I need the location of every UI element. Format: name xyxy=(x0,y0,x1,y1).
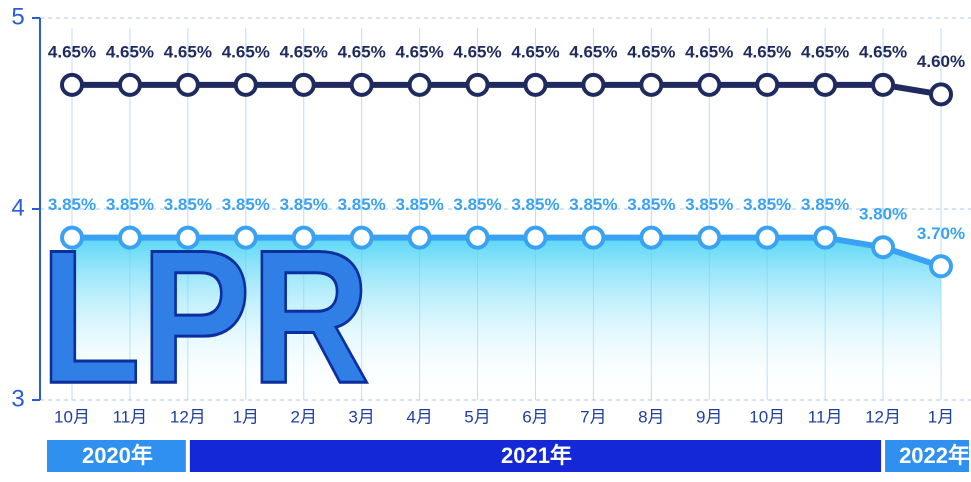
value-label: 4.65% xyxy=(801,42,849,61)
point xyxy=(757,75,777,95)
point xyxy=(352,228,372,248)
watermark: LPR xyxy=(40,211,370,423)
point xyxy=(815,228,835,248)
value-label: 4.65% xyxy=(743,42,791,61)
value-label: 4.65% xyxy=(569,42,617,61)
x-tick-label: 12月 xyxy=(170,407,206,426)
value-label: 4.65% xyxy=(627,42,675,61)
value-label: 4.65% xyxy=(685,42,733,61)
point xyxy=(294,228,314,248)
point xyxy=(873,237,893,257)
value-label: 4.65% xyxy=(338,42,386,61)
value-label: 3.85% xyxy=(395,195,443,214)
point xyxy=(178,228,198,248)
y-tick-label: 3 xyxy=(11,385,24,412)
point xyxy=(699,75,719,95)
x-tick-label: 11月 xyxy=(808,407,843,426)
x-tick-label: 9月 xyxy=(696,407,722,426)
x-tick-label: 3月 xyxy=(348,407,374,426)
value-label: 3.85% xyxy=(222,195,270,214)
point xyxy=(410,75,430,95)
value-label: 3.85% xyxy=(280,195,328,214)
x-tick-label: 6月 xyxy=(522,407,548,426)
point xyxy=(699,228,719,248)
point xyxy=(583,228,603,248)
value-label: 4.65% xyxy=(164,42,212,61)
x-tick-label: 1月 xyxy=(928,407,954,426)
value-label: 3.85% xyxy=(48,195,96,214)
value-label: 3.85% xyxy=(627,195,675,214)
value-label: 4.65% xyxy=(395,42,443,61)
value-label: 3.85% xyxy=(685,195,733,214)
point xyxy=(525,228,545,248)
point xyxy=(410,228,430,248)
point xyxy=(236,228,256,248)
x-tick-label: 12月 xyxy=(865,407,901,426)
point xyxy=(62,75,82,95)
x-tick-label: 10月 xyxy=(54,407,90,426)
year-label: 2021年 xyxy=(501,443,572,468)
value-label: 3.70% xyxy=(917,224,965,243)
point xyxy=(931,256,951,276)
point xyxy=(62,228,82,248)
point xyxy=(468,75,488,95)
value-label: 4.65% xyxy=(48,42,96,61)
x-tick-label: 11月 xyxy=(113,407,148,426)
value-label: 4.65% xyxy=(280,42,328,61)
value-label: 4.65% xyxy=(453,42,501,61)
x-tick-label: 10月 xyxy=(749,407,785,426)
point xyxy=(120,228,140,248)
point xyxy=(236,75,256,95)
point xyxy=(873,75,893,95)
point xyxy=(641,228,661,248)
point xyxy=(931,84,951,104)
value-label: 4.65% xyxy=(106,42,154,61)
value-label: 3.85% xyxy=(801,195,849,214)
point xyxy=(815,75,835,95)
value-label: 3.85% xyxy=(453,195,501,214)
y-tick-label: 4 xyxy=(11,194,24,221)
value-label: 4.65% xyxy=(511,42,559,61)
point xyxy=(178,75,198,95)
point xyxy=(120,75,140,95)
value-label: 4.60% xyxy=(917,52,965,71)
value-label: 3.85% xyxy=(569,195,617,214)
x-tick-label: 4月 xyxy=(406,407,432,426)
x-tick-label: 5月 xyxy=(464,407,490,426)
series-line xyxy=(72,85,941,95)
value-label: 3.85% xyxy=(338,195,386,214)
value-label: 3.85% xyxy=(106,195,154,214)
value-label: 3.85% xyxy=(164,195,212,214)
value-label: 4.65% xyxy=(859,42,907,61)
point xyxy=(294,75,314,95)
point xyxy=(468,228,488,248)
point xyxy=(352,75,372,95)
x-tick-label: 8月 xyxy=(638,407,664,426)
value-label: 4.65% xyxy=(222,42,270,61)
year-label: 2020年 xyxy=(82,443,153,468)
x-tick-label: 7月 xyxy=(580,407,606,426)
year-label: 2022年 xyxy=(899,443,970,468)
point xyxy=(757,228,777,248)
point xyxy=(583,75,603,95)
value-label: 3.80% xyxy=(859,205,907,224)
x-tick-label: 1月 xyxy=(233,407,259,426)
value-label: 3.85% xyxy=(743,195,791,214)
chart: 3 4 5 LPR 4.65% 4.65% 4.65% 4.65% 4.65% 4.65% 4.65… xyxy=(0,0,971,482)
y-tick-label: 5 xyxy=(11,3,24,30)
point xyxy=(525,75,545,95)
x-tick-label: 2月 xyxy=(290,407,316,426)
value-label: 3.85% xyxy=(511,195,559,214)
point xyxy=(641,75,661,95)
